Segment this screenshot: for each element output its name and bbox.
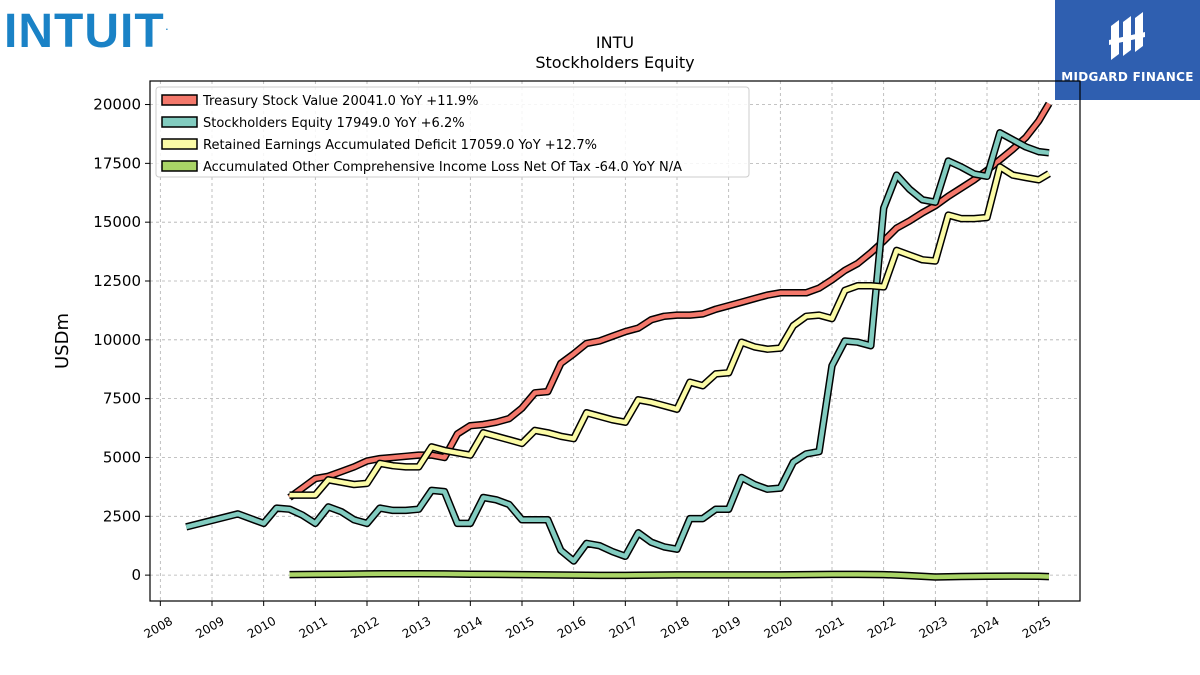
x-tick-label: 2019 <box>710 614 743 641</box>
legend-label: Retained Earnings Accumulated Deficit 17… <box>203 138 597 153</box>
y-tick-label: 17500 <box>93 154 141 172</box>
y-tick-label: 20000 <box>93 96 141 114</box>
series-lines <box>185 101 1053 581</box>
series-line-accumulated-other-comprehensive-income-loss-net-of-tax <box>289 571 1050 580</box>
legend-swatch <box>161 94 198 106</box>
y-tick-label: 7500 <box>103 390 141 408</box>
legend-swatch <box>161 160 198 172</box>
legend-label: Accumulated Other Comprehensive Income L… <box>203 160 682 175</box>
x-tick-label: 2013 <box>400 614 433 641</box>
grid <box>150 81 1080 601</box>
legend-label: Treasury Stock Value 20041.0 YoY +11.9% <box>202 94 479 109</box>
x-tick-label: 2012 <box>348 614 381 641</box>
x-tick-label: 2020 <box>762 614 795 641</box>
series-outline-retained-earnings-accumulated-deficit <box>289 163 1051 499</box>
x-tick-label: 2010 <box>245 614 278 641</box>
series-line-treasury-stock-value <box>288 102 1051 500</box>
legend-swatch <box>161 116 198 128</box>
x-tick-label: 2022 <box>865 614 898 641</box>
x-tick-label: 2014 <box>452 614 485 641</box>
y-tick-label: 2500 <box>103 507 141 525</box>
x-tick-label: 2016 <box>555 614 588 641</box>
legend-label: Stockholders Equity 17949.0 YoY +6.2% <box>203 116 465 131</box>
x-tick-label: 2017 <box>607 614 640 641</box>
x-tick-label: 2023 <box>917 614 950 641</box>
y-tick-label: 5000 <box>103 448 141 466</box>
y-tick-label: 10000 <box>93 331 141 349</box>
midgard-finance-logo: MIDGARD FINANCE <box>1055 0 1200 100</box>
y-tick-label: 15000 <box>93 213 141 231</box>
series-line-retained-earnings-accumulated-deficit <box>289 164 1051 498</box>
x-axis-ticks: 2008 2009 2010 2011 2012 2013 2014 2015 2016 2017… <box>142 601 1053 641</box>
x-tick-label: 2015 <box>503 614 536 641</box>
chart-subtitle: Stockholders Equity <box>535 53 694 72</box>
legend-box <box>155 86 750 178</box>
x-tick-label: 2021 <box>813 614 846 641</box>
x-tick-label: 2018 <box>658 614 691 641</box>
intuit-logo: INTUIT. <box>4 5 170 58</box>
y-tick-label: 12500 <box>93 272 141 290</box>
y-tick-label: 0 <box>131 566 141 584</box>
y-axis-ticks: 0 2500 5000 7500 10000 12500 15000 17500 20000 <box>93 96 150 584</box>
plot-frame <box>149 80 1081 602</box>
x-tick-label: 2024 <box>968 614 1001 641</box>
x-tick-label: 2025 <box>1020 614 1053 641</box>
x-tick-label: 2008 <box>142 614 175 641</box>
x-tick-label: 2009 <box>193 614 226 641</box>
y-axis-label: USDm <box>52 313 73 369</box>
legend-swatch <box>161 138 198 150</box>
x-tick-label: 2011 <box>297 614 330 641</box>
chart-title: INTU <box>596 33 634 52</box>
legend: Treasury Stock Value 20041.0 YoY +11.9% S… <box>155 86 750 178</box>
midgard-mark-icon <box>1109 12 1145 60</box>
midgard-finance-text: MIDGARD FINANCE <box>1061 70 1194 84</box>
series-line-stockholders-equity <box>185 130 1050 564</box>
